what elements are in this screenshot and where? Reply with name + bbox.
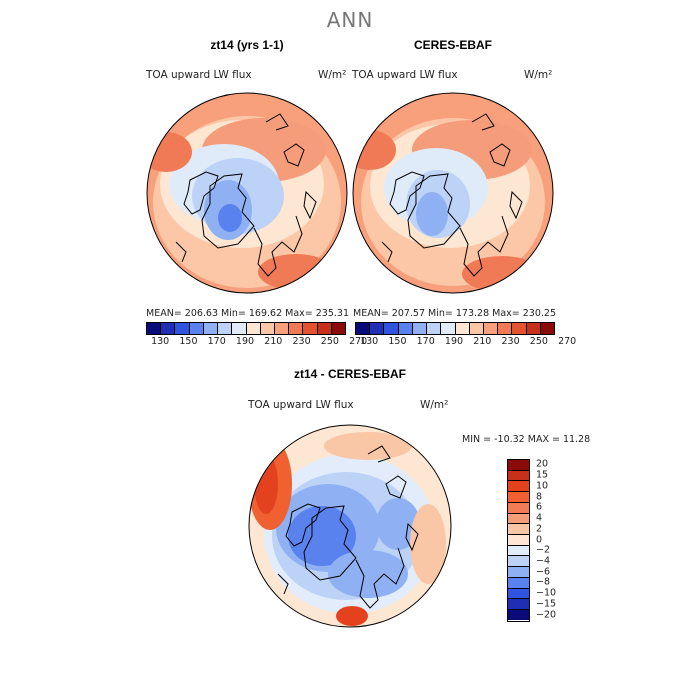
colorbar-swatch [526,323,541,334]
panel-2-units: W/m² [524,69,553,81]
colorbar-tick-label: −6 [536,566,551,578]
panel-3-title: zt14 - CERES-EBAF [293,367,406,381]
colorbar-swatch [508,577,529,589]
colorbar-tick-label: 270 [558,336,577,347]
colorbar-difference [507,459,530,622]
colorbar-tick-label: 250 [320,336,339,347]
colorbar-swatch [246,323,261,334]
colorbar-swatch [175,323,190,334]
panel-2-stats: MEAN= 207.57 Min= 173.28 Max= 230.25 [353,308,557,319]
colorbar-swatch [508,492,529,503]
colorbar-swatch [508,524,529,536]
colorbar-swatch [508,588,529,600]
panel-3-variable: TOA upward LW flux [248,399,354,411]
colorbar-swatch [274,323,290,334]
colorbar-swatch [384,323,399,334]
colorbar-swatch [508,481,529,493]
colorbar-swatch [441,323,456,334]
colorbar-swatch [508,556,529,568]
colorbar-swatch [232,323,247,334]
colorbar-tick-label: 230 [501,336,520,347]
colorbar-difference-labels: 20 15 10 8 6 4 2 0 −2 −4 −6 −8 −10 −15 −20 [536,459,576,620]
colorbar-tick-label: −20 [536,609,557,621]
colorbar-swatch [147,323,162,334]
panel-1-stats: MEAN= 206.63 Min= 169.62 Max= 235.31 [146,308,350,319]
colorbar-tick-label: −8 [536,576,551,588]
colorbar-swatch [398,323,413,334]
colorbar-swatch [508,599,529,611]
colorbar-tick-label: −2 [536,544,551,556]
panel-3-units: W/m² [420,399,449,411]
colorbar-tick-label: 4 [536,512,543,524]
colorbar-swatch [455,323,470,334]
colorbar-swatch [508,567,529,578]
colorbar-tick-label: 210 [264,336,283,347]
panel-1-variable: TOA upward LW flux [146,69,252,81]
colorbar-tick-label: 150 [179,336,198,347]
colorbar-swatch [412,323,428,334]
colorbar-swatch [469,323,484,334]
colorbar-tick-label: −15 [536,598,557,610]
colorbar-obs [355,322,555,335]
colorbar-swatch [483,323,499,334]
colorbar-tick-label: 170 [416,336,435,347]
colorbar-swatch [189,323,204,334]
colorbar-swatch [317,323,332,334]
panel-2-title: CERES-EBAF [413,38,492,52]
map-model [146,92,348,294]
colorbar-swatch [508,470,529,482]
colorbar-swatch [260,323,275,334]
colorbar-swatch [540,323,555,334]
colorbar-model [146,322,346,335]
colorbar-tick-label: 20 [536,458,549,470]
map-difference [248,424,452,628]
colorbar-tick-label: 190 [235,336,255,347]
colorbar-swatch [427,323,442,334]
colorbar-swatch [498,323,513,334]
panel-1-title: zt14 (yrs 1-1) [210,38,284,52]
colorbar-tick-label: 150 [388,336,407,347]
colorbar-obs-labels: 130 150 170 190 210 230 250 270 [355,336,576,348]
colorbar-swatch [508,460,529,471]
colorbar-swatch [203,323,219,334]
colorbar-tick-label: −4 [536,555,551,567]
panel-3-stats: MIN = -10.32 MAX = 11.28 [462,434,591,445]
panel-2-variable: TOA upward LW flux [352,69,458,81]
colorbar-swatch [161,323,176,334]
colorbar-tick-label: 130 [360,336,379,347]
colorbar-model-labels: 130 150 170 190 210 230 250 270 [146,336,367,348]
colorbar-swatch [508,502,529,514]
colorbar-tick-label: 230 [292,336,311,347]
colorbar-tick-label: 10 [536,480,549,492]
colorbar-tick-label: 2 [536,523,543,535]
map-observations [352,92,554,294]
colorbar-swatch [508,610,529,620]
colorbar-swatch [508,535,529,546]
colorbar-swatch [508,545,529,557]
colorbar-tick-label: 0 [536,534,543,545]
colorbar-swatch [218,323,233,334]
colorbar-tick-label: 210 [473,336,492,347]
colorbar-tick-label: 6 [536,501,543,513]
colorbar-swatch [356,323,371,334]
colorbar-tick-label: 250 [529,336,548,347]
figure-title: ANN [326,8,374,32]
colorbar-swatch [331,323,346,334]
panel-1-units: W/m² [318,69,347,81]
colorbar-tick-label: −10 [536,587,557,599]
colorbar-swatch [289,323,304,334]
colorbar-swatch [370,323,385,334]
colorbar-tick-label: 15 [536,469,549,481]
colorbar-swatch [508,513,529,525]
colorbar-tick-label: 8 [536,491,543,503]
colorbar-swatch [303,323,318,334]
colorbar-swatch [512,323,527,334]
colorbar-tick-label: 190 [444,336,464,347]
colorbar-tick-label: 170 [207,336,226,347]
colorbar-tick-label: 130 [151,336,170,347]
colorbar-tick-label: 270 [349,336,368,347]
